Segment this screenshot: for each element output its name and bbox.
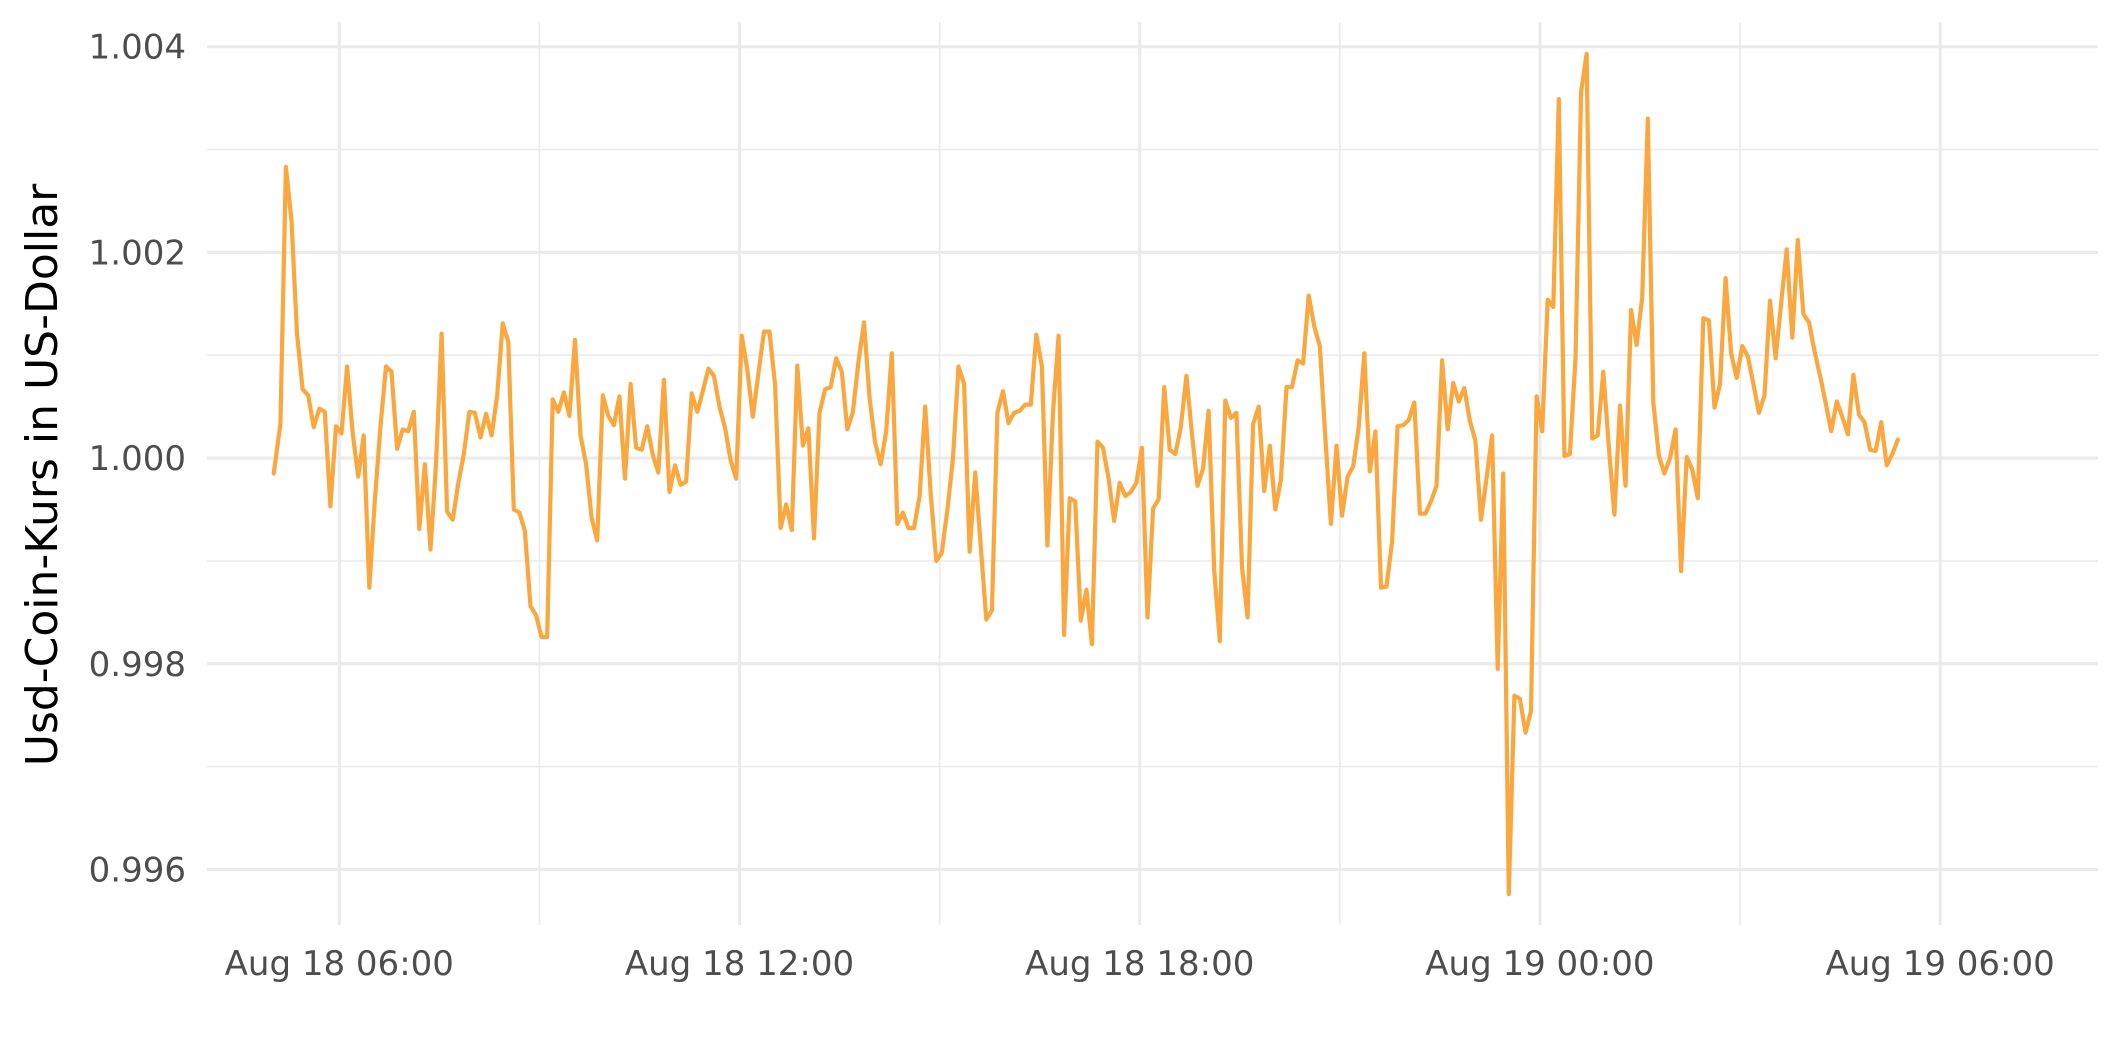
x-tick-label: Aug 18 18:00: [1025, 944, 1254, 984]
y-tick-label: 1.004: [89, 28, 186, 68]
y-tick-label: 0.998: [89, 645, 186, 685]
x-tick-label: Aug 18 12:00: [625, 944, 854, 984]
series-line: [271, 51, 1901, 897]
x-axis-tick-labels: Aug 18 06:00 Aug 18 12:00 Aug 18 18:00 Aug …: [225, 944, 2055, 984]
y-axis-title: Usd-Coin-Kurs in US-Dollar: [17, 183, 68, 766]
y-tick-label: 0.996: [89, 850, 186, 890]
major-gridlines-y: [207, 45, 2098, 872]
y-tick-label: 1.002: [89, 233, 186, 273]
x-tick-label: Aug 19 00:00: [1425, 944, 1654, 984]
y-axis-tick-labels: 0.996 0.998 1.000 1.002 1.004: [89, 28, 186, 891]
series-group: [271, 51, 1901, 897]
y-tick-label: 1.000: [89, 439, 186, 479]
major-gridlines-x: [337, 22, 1942, 925]
x-tick-label: Aug 19 06:00: [1826, 944, 2055, 984]
x-tick-label: Aug 18 06:00: [225, 944, 454, 984]
